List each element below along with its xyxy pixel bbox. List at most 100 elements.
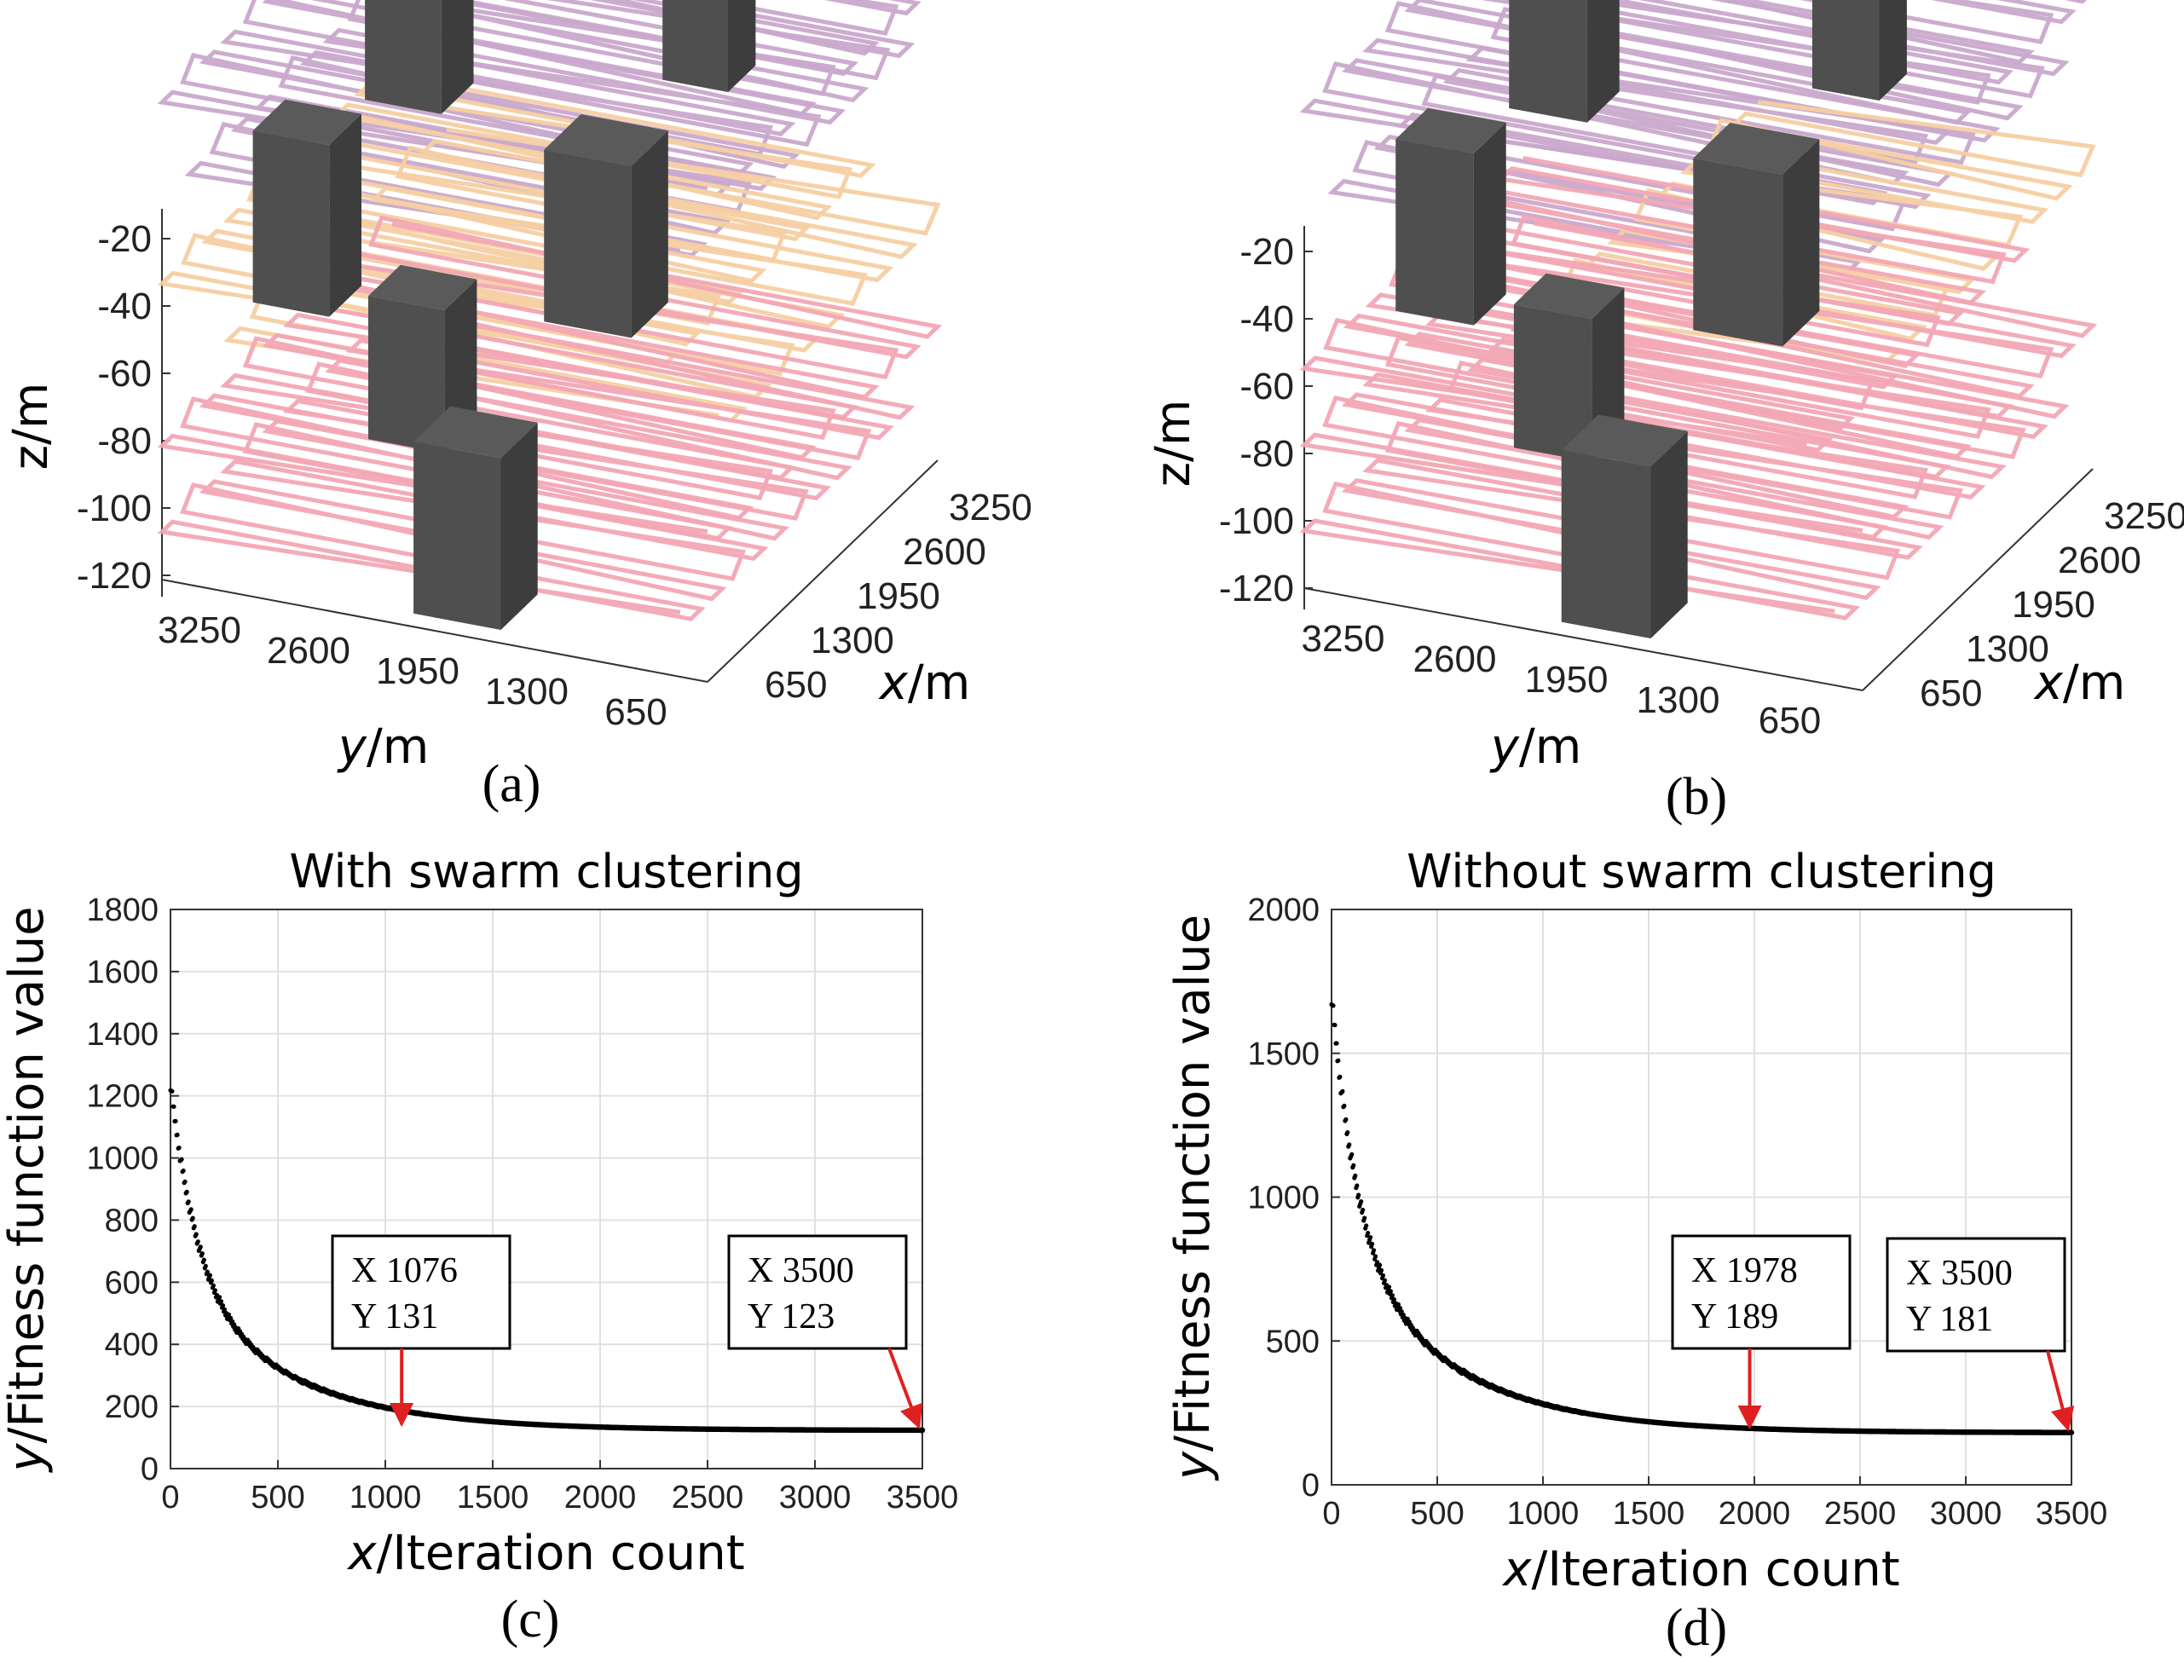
caption-c: (c) (501, 1591, 560, 1648)
x-tick-label: 2500 (1824, 1496, 1897, 1532)
top-layer-path-upper (157, 0, 922, 197)
data-tip-y: Y 131 (351, 1297, 438, 1336)
obstacle-box-side-face (413, 442, 501, 630)
data-point (1362, 1215, 1367, 1221)
data-point (1373, 1254, 1378, 1259)
obstacle-box (368, 264, 477, 453)
caption-d: (d) (1666, 1599, 1727, 1657)
x-tick-label: 3250 (2104, 495, 2184, 537)
data-point (1388, 1289, 1393, 1294)
z-tick-label: -100 (77, 488, 152, 529)
data-tip-x: X 1076 (351, 1251, 458, 1290)
y-axis-label-unit: /m (367, 719, 429, 775)
y-axis-label-var: y (337, 719, 367, 775)
y-tick-label: 2000 (1247, 892, 1320, 928)
data-tip: X 3500 Y 123 (727, 1234, 923, 1429)
data-point (175, 1132, 180, 1137)
y-axis-label-var: y (0, 1443, 55, 1474)
x-axis-label: x/m (878, 655, 971, 711)
data-point (1342, 1103, 1347, 1108)
data-point (1359, 1199, 1364, 1204)
y-tick-label: 500 (1266, 1324, 1320, 1360)
obstacle-box-top-face (1513, 273, 1625, 319)
x-tick-label: 2000 (564, 1480, 637, 1515)
obstacle-box-side-face (1693, 158, 1783, 347)
obstacle-box (544, 114, 668, 338)
data-point (1391, 1296, 1396, 1302)
data-tip-box (1671, 1234, 1852, 1350)
data-point (1372, 1248, 1377, 1253)
data-point (1386, 1285, 1392, 1290)
y-tick-label: 1000 (86, 1141, 159, 1177)
x-tick-label: 1000 (350, 1480, 422, 1515)
x-tick-label: 0 (161, 1480, 179, 1515)
obstacle-box (1693, 123, 1820, 347)
obstacle-box-side-face (368, 296, 445, 453)
x-tick-label: 650 (765, 664, 827, 706)
z-axis-label: z/m (3, 383, 59, 471)
y-tick-label: 1200 (86, 1079, 159, 1115)
obstacle-box-side-face (662, 0, 728, 92)
obstacle-box-front-face (500, 422, 538, 630)
data-point (919, 1427, 926, 1434)
data-point (1368, 1235, 1373, 1240)
data-point (1390, 1293, 1395, 1298)
obstacle-box-side-face (1811, 0, 1880, 101)
obstacle-box-side-face (1513, 304, 1592, 462)
z-tick-label: -120 (77, 555, 152, 597)
data-point (186, 1199, 191, 1204)
obstacle-box (1561, 414, 1688, 638)
data-point (212, 1288, 217, 1293)
obstacle-box-top-face (544, 114, 668, 166)
z-tick-label: -40 (1239, 298, 1294, 340)
z-tick-label: -80 (1239, 433, 1294, 475)
caption-a: (a) (482, 755, 541, 813)
obstacle-box (662, 0, 756, 92)
x-axis-label-var: x (1501, 1542, 1532, 1597)
y-axis-label-unit: /m (1519, 719, 1581, 775)
data-point (170, 1088, 175, 1094)
y-tick-label: 3250 (1302, 618, 1385, 660)
obstacle-box-front-face (1782, 139, 1820, 347)
x-tick-label: 3500 (887, 1480, 959, 1515)
data-point (182, 1179, 188, 1184)
panel-captions: (a) (b) (c) (d) (482, 755, 1728, 1657)
data-tip-x: X 3500 (748, 1251, 854, 1290)
x-tick-label: 1500 (1613, 1496, 1685, 1532)
data-point (220, 1303, 226, 1308)
obstacle-box-front-face (728, 0, 756, 92)
data-tip-y: Y 123 (748, 1297, 835, 1336)
x-tick-label: 1300 (811, 620, 894, 661)
data-point (228, 1315, 234, 1320)
data-point (1397, 1306, 1402, 1311)
data-point (176, 1146, 182, 1151)
data-point (188, 1207, 194, 1212)
x-tick-label: 2600 (903, 531, 986, 573)
obstacle-box (1811, 0, 1907, 101)
data-point (1351, 1163, 1356, 1168)
data-point (1380, 1273, 1386, 1278)
obstacle-box-front-face (1879, 0, 1907, 101)
data-point (1347, 1142, 1352, 1147)
y-axis-label: y/Fitness function value (0, 906, 55, 1473)
y-axis-label: y/m (1489, 719, 1582, 775)
caption-b: (b) (1666, 768, 1727, 826)
data-tip: X 1978 Y 189 (1671, 1234, 1852, 1430)
data-tip-box (1886, 1237, 2066, 1353)
y-tick-label: 2600 (267, 630, 350, 672)
data-tip-y: Y 181 (1906, 1300, 1993, 1339)
obstacle-box-top-face (1561, 414, 1688, 467)
y-tick-label: 1000 (1247, 1181, 1320, 1216)
data-point (181, 1168, 186, 1174)
data-point (203, 1263, 208, 1268)
x-tick-label: 1300 (1966, 628, 2049, 670)
x-tick-label: 500 (251, 1480, 304, 1515)
data-point (209, 1278, 214, 1283)
data-point (201, 1257, 206, 1262)
data-point (211, 1283, 216, 1288)
obstacle-box-front-face (1473, 122, 1506, 326)
y-tick-label: 3250 (158, 609, 241, 651)
data-tip-box (727, 1234, 908, 1350)
obstacle-box-front-face (329, 113, 361, 317)
